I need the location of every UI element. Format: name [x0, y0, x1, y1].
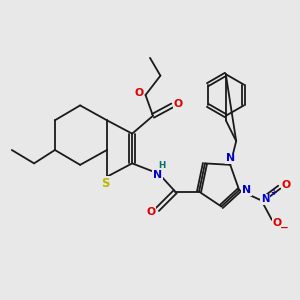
Text: N: N	[242, 185, 251, 195]
Text: N: N	[226, 153, 235, 163]
Text: O: O	[174, 99, 183, 109]
Text: +: +	[270, 188, 277, 197]
Text: N: N	[153, 170, 162, 180]
Text: O: O	[146, 207, 155, 217]
Text: O: O	[281, 180, 290, 190]
Text: S: S	[101, 177, 110, 190]
Text: O: O	[134, 88, 144, 98]
Text: −: −	[280, 223, 289, 233]
Text: O: O	[273, 218, 282, 228]
Text: N: N	[261, 194, 269, 204]
Text: H: H	[158, 161, 166, 170]
